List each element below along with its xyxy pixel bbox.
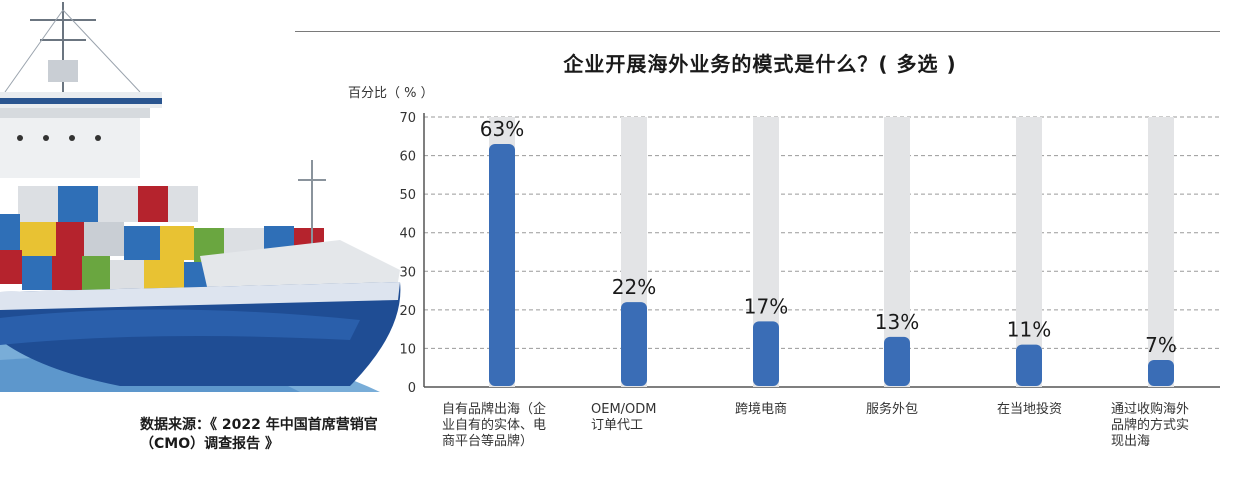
x-category-label-line: 自有品牌出海（企 [442, 402, 547, 417]
bar [621, 302, 647, 386]
x-category-label-line: 商平台等品牌） [442, 434, 534, 449]
x-category-label-line: 跨境电商 [735, 402, 788, 417]
x-category-label: OEM/ODM 订单代工 [591, 402, 657, 434]
y-tick-label: 30 [399, 265, 416, 280]
y-tick-label: 20 [399, 304, 416, 319]
y-axis-label: 百分比（ % ） [348, 86, 434, 101]
x-category-label-line: 通过收购海外 [1111, 402, 1190, 417]
bar [1148, 360, 1174, 386]
x-category-label: 跨境电商 [735, 402, 787, 418]
data-label: 11% [1007, 318, 1051, 342]
x-category-label-line: 订单代工 [591, 418, 644, 433]
container-ship-illustration [0, 2, 401, 392]
data-label: 17% [744, 294, 788, 318]
x-category-label-line: 品牌的方式实 [1111, 418, 1190, 433]
bar-track [1148, 117, 1174, 387]
y-tick-label: 70 [399, 111, 416, 126]
data-label: 7% [1145, 333, 1177, 357]
y-tick-label: 60 [399, 150, 416, 165]
source-note: 数据来源：《 2022 年中国首席营销官（CMO）调查报告 》 [140, 417, 378, 452]
bar [1016, 344, 1042, 386]
x-category-label: 在当地投资 [997, 402, 1062, 418]
x-category-label-line: 在当地投资 [997, 402, 1063, 417]
chart-title: 企业开展海外业务的模式是什么？( 多选 ) [563, 52, 957, 76]
x-category-label-line: OEM/ODM [591, 402, 657, 417]
data-label: 22% [612, 275, 656, 299]
x-category-label-line: 服务外包 [866, 402, 919, 417]
y-tick-label: 50 [399, 188, 416, 203]
bar [753, 321, 779, 386]
x-category-label: 通过收购海外 品牌的方式实 现出海 [1111, 402, 1189, 450]
top-divider [295, 31, 1220, 32]
bar-track [1016, 117, 1042, 387]
x-category-label-line: 业自有的实体、电 [442, 418, 547, 433]
data-label: 63% [480, 117, 524, 141]
x-category-label: 服务外包 [866, 402, 918, 418]
x-category-label: 自有品牌出海（企 业自有的实体、电 商平台等品牌） [442, 402, 546, 450]
y-tick-label: 10 [399, 342, 416, 357]
y-tick-label: 40 [399, 227, 416, 242]
bar [489, 144, 515, 386]
bar [884, 336, 910, 386]
x-category-label-line: 现出海 [1111, 434, 1151, 449]
y-tick-label: 0 [408, 381, 416, 396]
data-label: 13% [875, 310, 919, 334]
